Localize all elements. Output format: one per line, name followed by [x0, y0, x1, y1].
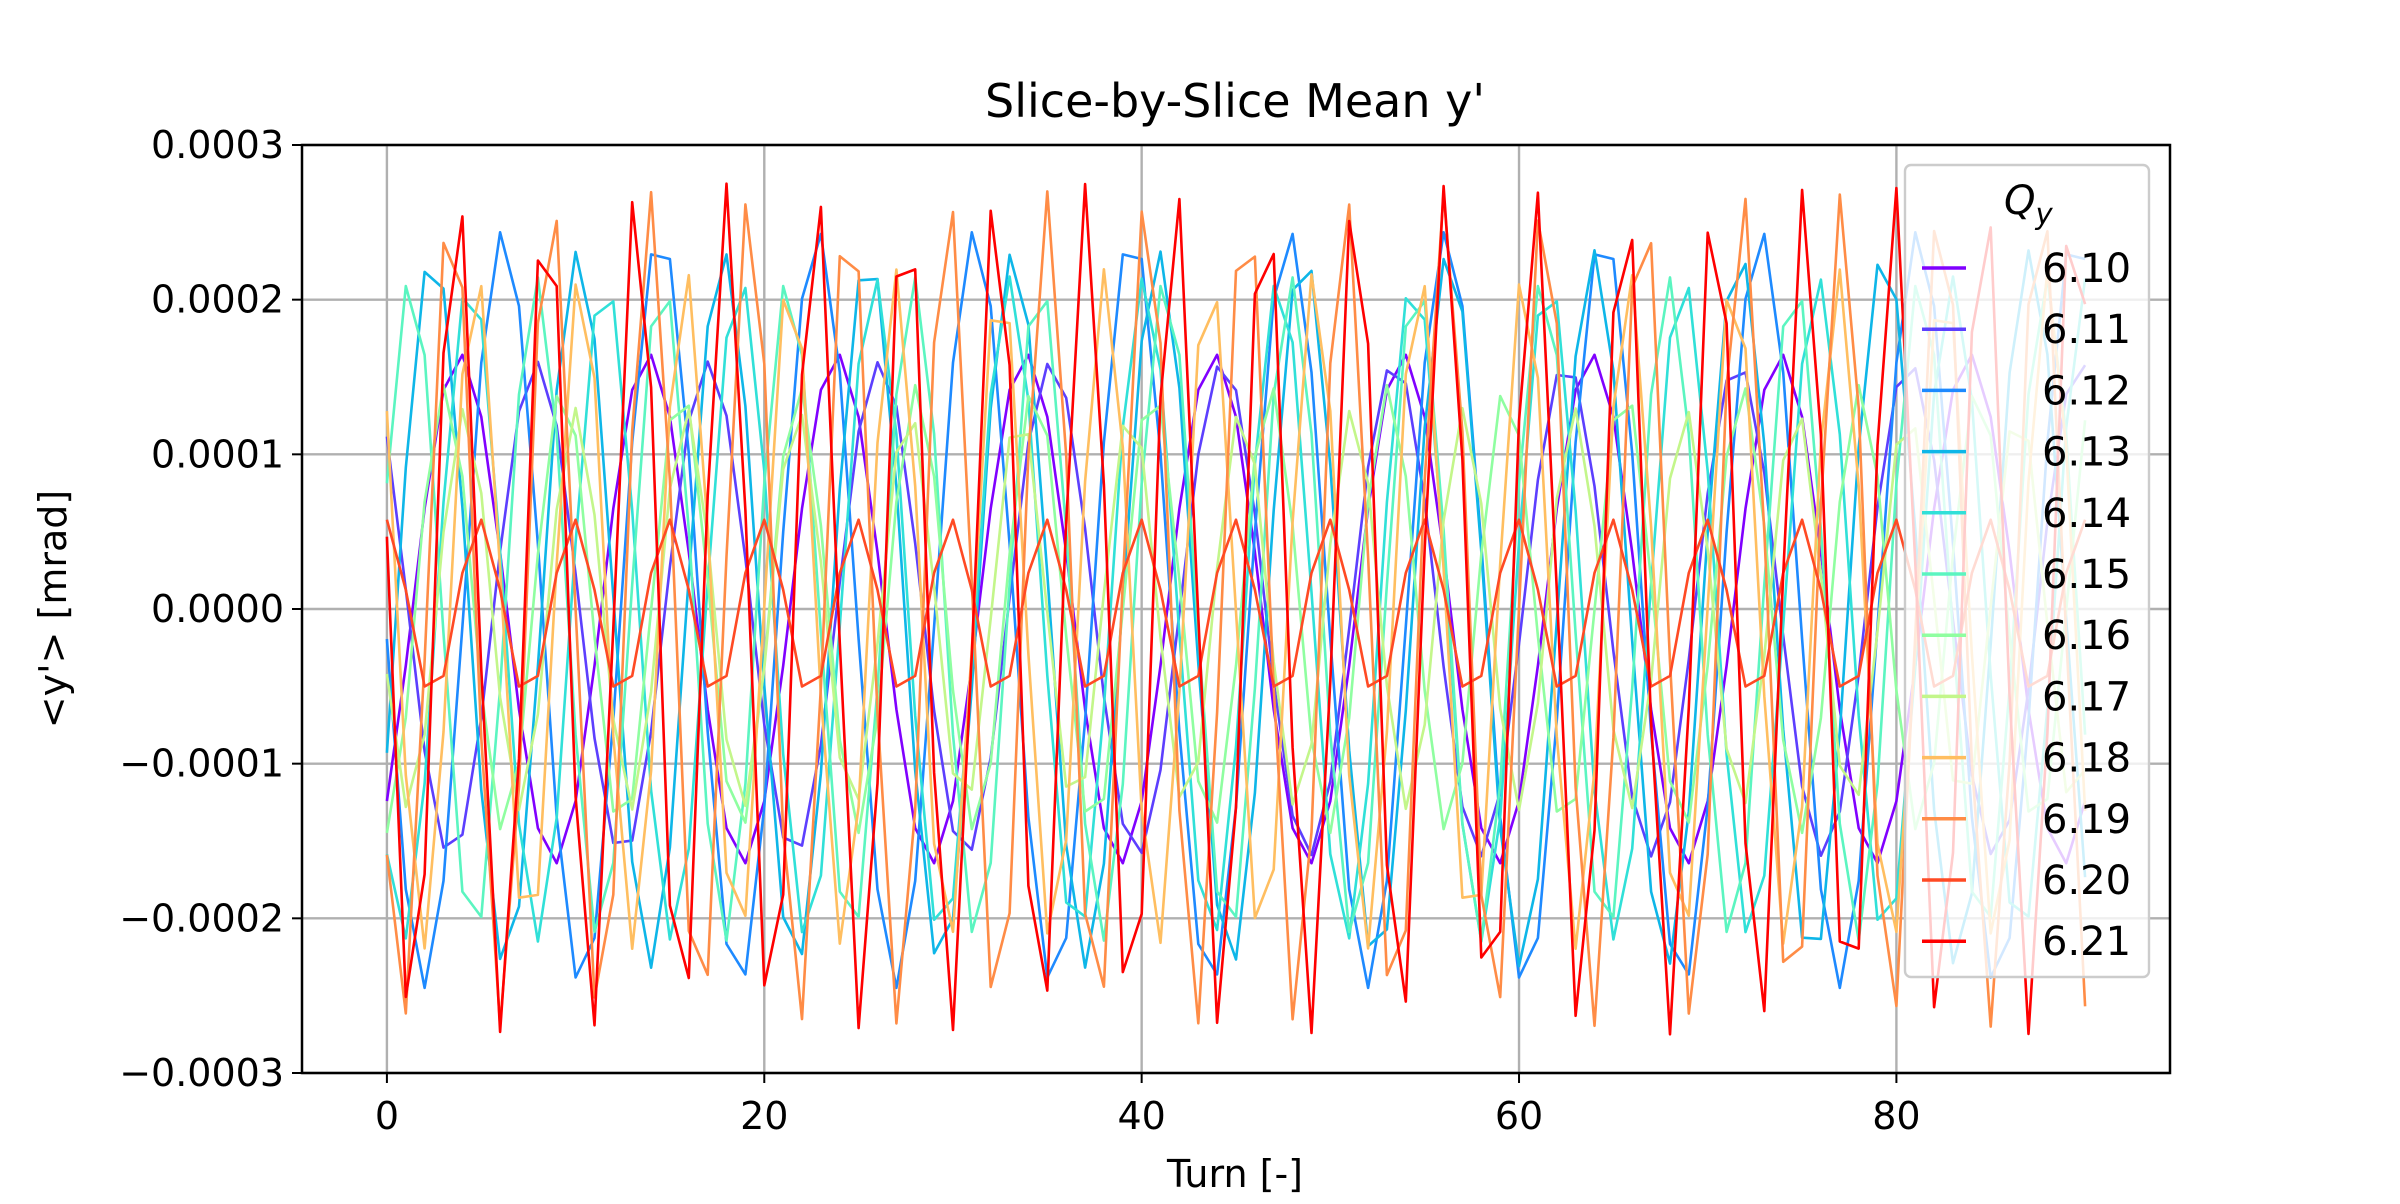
- series-line-6-18: [385, 267, 2087, 951]
- y-tick-label: 0.0000: [151, 587, 284, 631]
- legend-item: 6.10: [1922, 246, 2131, 292]
- legend-label: 6.18: [2042, 736, 2131, 782]
- y-tick-label: 0.0001: [151, 432, 284, 476]
- y-tick-label: 0.0003: [151, 123, 284, 167]
- y-tick-label: 0.0002: [151, 278, 284, 322]
- y-tick-label: −0.0001: [119, 742, 284, 786]
- series-group: [385, 182, 2087, 1036]
- series-line-6-15: [385, 276, 2087, 942]
- legend-title: Qy: [2004, 178, 2053, 231]
- x-tick-label: 60: [1495, 1094, 1543, 1138]
- legend-label: 6.13: [2042, 430, 2131, 476]
- legend-item: 6.14: [1922, 491, 2131, 537]
- legend-item: 6.16: [1922, 613, 2131, 659]
- legend-label: 6.11: [2042, 307, 2131, 353]
- legend-title-main: Q: [2004, 178, 2035, 224]
- y-axis-label: <y'> [mrad]: [31, 490, 75, 728]
- legend-item: 6.11: [1922, 307, 2131, 353]
- legend-item: 6.21: [1922, 919, 2131, 965]
- legend-item: 6.18: [1922, 736, 2131, 782]
- legend-title-sub: y: [2034, 197, 2053, 231]
- legend-label: 6.14: [2042, 491, 2131, 537]
- x-tick-label: 0: [375, 1094, 399, 1138]
- axis-ticks: 0 20 40 60 80 −0.0003 −0.0002 −0.0001 0.0000 0.00…: [119, 123, 1920, 1138]
- series-line-6-14: [385, 275, 2087, 943]
- legend-frame: [1903, 163, 2151, 979]
- x-tick-label: 80: [1872, 1094, 1920, 1138]
- legend-label: 6.16: [2042, 613, 2131, 659]
- legend-item: 6.20: [1922, 858, 2131, 904]
- legend-label: 6.10: [2042, 246, 2131, 292]
- x-axis-label: Turn [-]: [1166, 1152, 1303, 1196]
- legend-label: 6.12: [2042, 368, 2131, 414]
- legend-label: 6.21: [2042, 919, 2131, 965]
- y-tick-label: −0.0002: [119, 896, 284, 940]
- legend-item: 6.17: [1922, 674, 2131, 720]
- legend-label: 6.20: [2042, 858, 2131, 904]
- legend-item: 6.19: [1922, 797, 2131, 843]
- series-line-6-21: [385, 182, 2087, 1036]
- legend-item: 6.15: [1922, 552, 2131, 598]
- legend-item: 6.12: [1922, 368, 2131, 414]
- chart-title: Slice-by-Slice Mean y': [985, 74, 1485, 128]
- legend-label: 6.19: [2042, 797, 2131, 843]
- legend-label: 6.17: [2042, 674, 2131, 720]
- legend-label: 6.15: [2042, 552, 2131, 598]
- legend-items: 6.10 6.11 6.12 6.13 6.14 6.15 6.16 6.17 6.18 6.19…: [1922, 246, 2131, 965]
- series-line-6-20: [385, 518, 2087, 688]
- legend: Qy 6.106.116.126.136.146.156.166.176.186…: [1903, 163, 2151, 979]
- legend-item: 6.13: [1922, 430, 2131, 476]
- y-tick-label: −0.0003: [119, 1051, 284, 1095]
- x-tick-label: 40: [1117, 1094, 1165, 1138]
- x-tick-label: 20: [740, 1094, 788, 1138]
- series-line-6-19: [385, 190, 2087, 1028]
